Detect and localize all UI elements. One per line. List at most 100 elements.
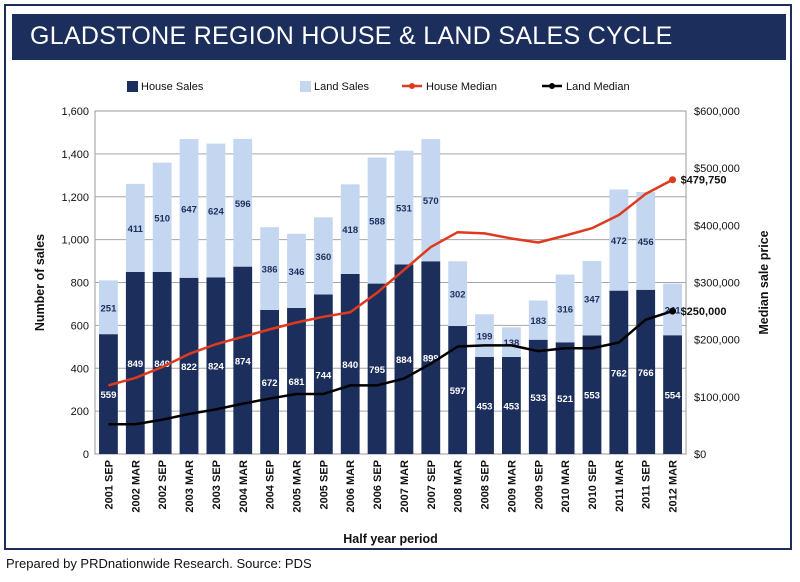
- x-tick-label: 2011 SEP: [641, 460, 653, 509]
- land-sales-data-label: 624: [208, 206, 225, 217]
- x-tick-label: 2003 MAR: [184, 460, 196, 513]
- land-sales-data-label: 347: [584, 294, 600, 305]
- land-sales-data-label: 647: [181, 204, 197, 215]
- house-sales-data-label: 553: [584, 391, 600, 402]
- y-tick-label: 1,600: [61, 106, 89, 118]
- house-sales-data-label: 874: [235, 356, 252, 367]
- land-sales-data-label: 386: [262, 265, 278, 276]
- x-tick-label: 2005 MAR: [291, 460, 303, 513]
- legend-house-sales-label: House Sales: [141, 81, 204, 93]
- x-tick-label: 2007 SEP: [426, 460, 438, 510]
- x-axis-title: Half year period: [343, 532, 437, 546]
- legend-house-median-marker: [409, 83, 415, 89]
- x-tick-label: 2010 SEP: [587, 460, 599, 510]
- house-sales-data-label: 849: [127, 359, 143, 370]
- land-sales-bar: [179, 139, 199, 278]
- house-sales-data-label: 744: [315, 370, 332, 381]
- land-sales-data-label: 418: [342, 225, 358, 236]
- y2-axis-title: Median sale price: [757, 230, 771, 334]
- house-sales-data-label: 597: [450, 386, 466, 397]
- house-sales-bar: [125, 271, 145, 454]
- x-tick-label: 2011 MAR: [614, 460, 626, 512]
- land-sales-data-label: 510: [154, 213, 170, 224]
- land-sales-bar: [152, 162, 172, 272]
- land-sales-data-label: 316: [557, 304, 573, 315]
- x-tick-label: 2007 MAR: [399, 460, 411, 513]
- house-sales-data-label: 453: [477, 401, 493, 412]
- house-sales-data-label: 681: [289, 377, 306, 388]
- land-sales-bar: [528, 300, 548, 340]
- y-tick-label: 400: [71, 363, 89, 375]
- legend-land-median-marker: [549, 83, 555, 89]
- house-sales-bar: [179, 277, 199, 454]
- land-sales-data-label: 346: [289, 267, 305, 278]
- house-sales-bar: [555, 342, 575, 454]
- x-tick-label: 2010 MAR: [560, 460, 572, 513]
- house-sales-data-label: 559: [101, 390, 117, 401]
- x-tick-label: 2004 MAR: [238, 460, 250, 513]
- land-sales-data-label: 251: [101, 303, 118, 314]
- legend-land-sales-swatch: [300, 81, 311, 92]
- x-tick-label: 2003 SEP: [211, 460, 223, 510]
- house-sales-bar: [475, 356, 494, 454]
- house-sales-data-label: 849: [154, 359, 170, 370]
- land-sales-data-label: 199: [477, 332, 493, 343]
- land-sales-data-label: 531: [396, 204, 413, 215]
- y2-tick-label: $400,000: [694, 220, 740, 232]
- y-tick-label: 1,200: [61, 192, 89, 204]
- y-tick-label: 1,000: [61, 235, 89, 247]
- land-median-line: [108, 309, 673, 426]
- land-sales-data-label: 456: [638, 237, 654, 248]
- legend-house-median-label: House Median: [426, 81, 497, 93]
- house-sales-data-label: 554: [665, 391, 682, 402]
- y-tick-label: 1,400: [61, 149, 89, 161]
- land-sales-data-label: 570: [423, 196, 439, 207]
- x-tick-label: 2009 SEP: [533, 460, 545, 510]
- y2-tick-label: $300,000: [694, 278, 740, 290]
- house-sales-bar: [663, 335, 682, 454]
- y-axis-title: Number of sales: [33, 234, 47, 331]
- legend-land-median-label: Land Median: [566, 81, 630, 93]
- land-sales-data-label: 183: [530, 316, 546, 327]
- house-sales-bar: [609, 290, 629, 454]
- house-sales-bar: [448, 326, 468, 454]
- land-sales-bar: [501, 327, 521, 357]
- legend-land-sales-label: Land Sales: [314, 81, 370, 93]
- y2-tick-label: $100,000: [694, 392, 740, 404]
- land-sales-bar: [609, 189, 629, 291]
- land-sales-bar: [421, 139, 441, 262]
- house-median-annotation: $479,750: [681, 175, 727, 187]
- house-sales-bar: [260, 309, 280, 454]
- land-sales-bar: [206, 143, 226, 278]
- y2-tick-label: $600,000: [694, 106, 740, 118]
- land-sales-data-label: 360: [315, 252, 331, 263]
- land-sales-bar: [125, 183, 145, 272]
- land-sales-bar: [394, 150, 414, 265]
- x-tick-label: 2006 MAR: [345, 460, 357, 513]
- legend-house-sales-swatch: [127, 81, 138, 92]
- land-sales-bar: [340, 184, 360, 274]
- y-tick-label: 600: [71, 320, 89, 332]
- title-bar: GLADSTONE REGION HOUSE & LAND SALES CYCL…: [12, 14, 786, 60]
- house-sales-data-label: 766: [638, 368, 654, 379]
- house-sales-bar: [394, 264, 414, 454]
- x-tick-label: 2006 SEP: [372, 460, 384, 510]
- land-sales-bar: [582, 261, 602, 336]
- house-sales-bar: [233, 266, 253, 454]
- land-sales-bar: [636, 192, 656, 290]
- land-sales-data-label: 138: [503, 338, 519, 349]
- x-tick-label: 2008 MAR: [453, 460, 465, 513]
- land-sales-bar: [313, 217, 333, 295]
- house-sales-bar: [528, 339, 548, 454]
- x-tick-label: 2005 SEP: [318, 460, 330, 510]
- land-sales-data-label: 596: [235, 199, 251, 210]
- house-sales-data-label: 533: [530, 393, 546, 404]
- house-sales-bar: [152, 271, 172, 454]
- house-sales-data-label: 795: [369, 365, 386, 376]
- x-tick-label: 2002 MAR: [130, 460, 142, 513]
- land-sales-bar: [99, 280, 118, 335]
- land-sales-data-label: 411: [128, 224, 144, 235]
- y-tick-label: 800: [71, 278, 89, 290]
- house-sales-data-label: 840: [342, 360, 358, 371]
